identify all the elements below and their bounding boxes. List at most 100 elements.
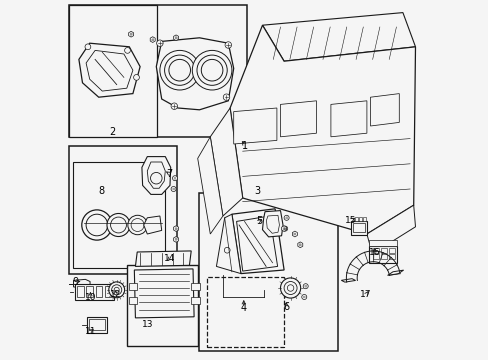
Bar — [191, 297, 200, 304]
Bar — [388, 248, 394, 253]
Polygon shape — [86, 50, 133, 91]
Circle shape — [131, 219, 144, 231]
Polygon shape — [262, 211, 283, 237]
Circle shape — [85, 44, 91, 50]
Bar — [363, 217, 366, 221]
Polygon shape — [156, 38, 233, 110]
Bar — [372, 254, 378, 259]
Bar — [96, 286, 102, 297]
Polygon shape — [280, 101, 316, 137]
Bar — [358, 217, 361, 221]
Bar — [86, 286, 93, 297]
Text: 9: 9 — [72, 276, 78, 287]
Text: 6: 6 — [283, 302, 289, 312]
Circle shape — [156, 40, 163, 46]
Polygon shape — [210, 108, 242, 216]
Text: 5: 5 — [255, 216, 262, 226]
Polygon shape — [297, 242, 302, 248]
Bar — [350, 221, 366, 235]
Polygon shape — [147, 162, 165, 188]
Polygon shape — [266, 215, 279, 233]
Bar — [206, 277, 284, 347]
Circle shape — [114, 287, 119, 292]
Bar — [199, 193, 337, 351]
Bar — [77, 286, 83, 297]
Circle shape — [301, 294, 306, 300]
Text: 13: 13 — [142, 320, 153, 329]
Text: 7: 7 — [166, 169, 172, 179]
Bar — [128, 297, 137, 304]
Circle shape — [224, 42, 231, 48]
Polygon shape — [197, 137, 223, 234]
Polygon shape — [292, 231, 297, 237]
Circle shape — [287, 285, 293, 291]
Bar — [69, 146, 177, 274]
Polygon shape — [233, 108, 276, 144]
Bar — [380, 254, 386, 259]
Polygon shape — [173, 237, 178, 242]
Polygon shape — [73, 279, 90, 288]
Polygon shape — [262, 13, 415, 61]
Circle shape — [107, 213, 130, 237]
Polygon shape — [366, 205, 415, 254]
Polygon shape — [236, 216, 277, 271]
Circle shape — [280, 278, 300, 298]
Circle shape — [168, 59, 190, 81]
Polygon shape — [79, 43, 140, 97]
Polygon shape — [231, 209, 284, 274]
Circle shape — [110, 217, 126, 233]
Polygon shape — [370, 94, 399, 126]
Polygon shape — [230, 25, 415, 234]
Circle shape — [284, 282, 296, 294]
Text: 17: 17 — [360, 290, 371, 299]
Circle shape — [171, 103, 177, 109]
Circle shape — [224, 247, 230, 253]
Circle shape — [172, 176, 177, 181]
Circle shape — [108, 282, 124, 298]
Text: 8: 8 — [98, 186, 104, 196]
Polygon shape — [173, 226, 178, 231]
Polygon shape — [135, 251, 191, 266]
Text: 11: 11 — [84, 327, 96, 336]
Text: 12: 12 — [110, 290, 121, 299]
Bar — [69, 5, 246, 137]
Circle shape — [86, 214, 107, 236]
Bar — [372, 248, 378, 253]
Text: 3: 3 — [254, 186, 261, 196]
Polygon shape — [128, 31, 133, 37]
Circle shape — [192, 50, 231, 90]
Polygon shape — [281, 226, 286, 231]
Bar — [352, 223, 364, 232]
Circle shape — [160, 50, 199, 90]
Circle shape — [303, 284, 307, 289]
Circle shape — [197, 55, 227, 85]
Polygon shape — [173, 35, 178, 41]
Bar — [89, 319, 104, 330]
Circle shape — [150, 172, 162, 184]
Bar — [73, 162, 165, 268]
Text: 16: 16 — [368, 248, 380, 257]
Circle shape — [124, 48, 130, 53]
Text: 15: 15 — [344, 216, 356, 225]
Polygon shape — [143, 216, 162, 234]
Text: 10: 10 — [84, 292, 96, 302]
Circle shape — [284, 215, 288, 220]
Text: 14: 14 — [163, 254, 175, 263]
Bar — [388, 254, 394, 259]
Circle shape — [201, 59, 223, 81]
Bar — [105, 286, 111, 297]
Text: 2: 2 — [109, 127, 115, 138]
Circle shape — [133, 75, 139, 80]
Bar — [191, 283, 200, 290]
Text: 4: 4 — [240, 303, 246, 313]
Bar — [127, 265, 197, 346]
Circle shape — [282, 226, 287, 231]
Polygon shape — [387, 270, 403, 275]
Circle shape — [111, 285, 122, 295]
Bar — [368, 240, 396, 246]
Circle shape — [164, 55, 194, 85]
Polygon shape — [142, 157, 170, 194]
Polygon shape — [330, 101, 366, 137]
Bar — [380, 248, 386, 253]
Bar — [87, 317, 107, 333]
